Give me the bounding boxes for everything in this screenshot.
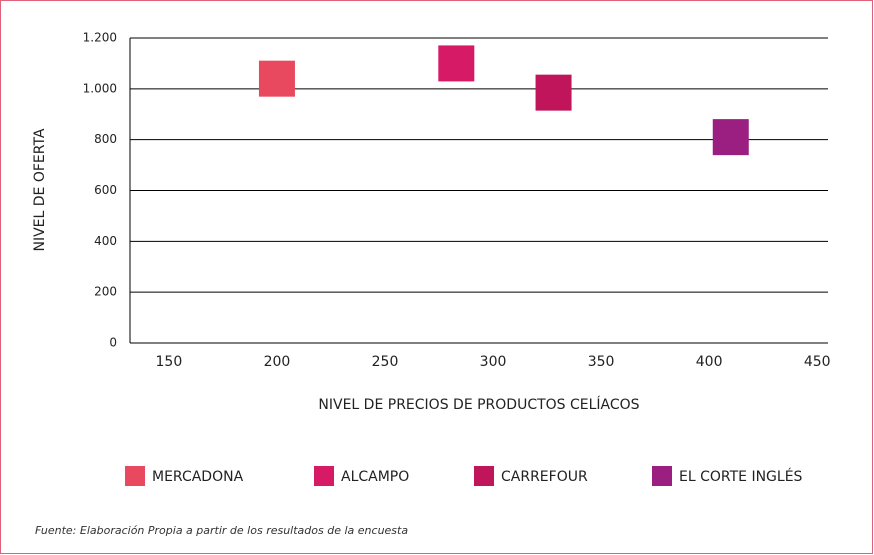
y-tick-label: 1.200 — [83, 31, 117, 45]
x-tick-label: 350 — [588, 354, 615, 370]
y-tick-label: 1.000 — [83, 81, 117, 95]
y-tick-label: 600 — [94, 183, 117, 197]
x-tick-label: 300 — [480, 354, 507, 370]
legend-swatch — [125, 466, 145, 486]
x-tick-label: 400 — [696, 354, 723, 370]
legend-swatch — [314, 466, 334, 486]
point — [712, 119, 749, 156]
y-tick-label: 200 — [94, 285, 117, 299]
point — [258, 60, 295, 97]
legend-label: ALCAMPO — [341, 469, 409, 485]
point — [535, 74, 572, 111]
source-note: Fuente: Elaboración Propia a partir de l… — [35, 524, 408, 537]
legend-label: MERCADONA — [152, 469, 244, 485]
point — [438, 45, 475, 82]
legend-label: EL CORTE INGLÉS — [679, 468, 803, 485]
legend-swatch — [474, 466, 494, 486]
y-tick-label: 400 — [94, 234, 117, 248]
x-tick-label: 450 — [804, 354, 831, 370]
y-tick-label: 800 — [94, 132, 117, 146]
legend-label: CARREFOUR — [501, 469, 588, 485]
y-tick-label: 0 — [109, 336, 117, 350]
x-tick-label: 250 — [372, 354, 399, 370]
x-tick-label: 150 — [156, 354, 183, 370]
y-axis-label: NIVEL DE OFERTA — [32, 128, 48, 251]
x-axis-label: NIVEL DE PRECIOS DE PRODUCTOS CELÍACOS — [318, 396, 639, 413]
legend-swatch — [652, 466, 672, 486]
x-tick-label: 200 — [264, 354, 291, 370]
